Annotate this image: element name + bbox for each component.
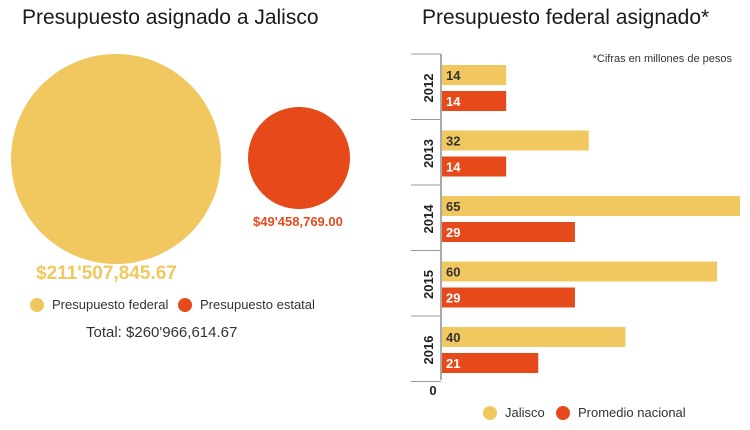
legend-swatch-nacional [556, 405, 570, 420]
bar-jalisco-2015 [442, 261, 718, 282]
legend-item-nacional: Promedio nacional [556, 405, 686, 420]
legend-item-federal: Presupuesto federal [30, 297, 168, 312]
legend-label-federal: Presupuesto federal [52, 297, 169, 312]
data-label-nacional-2015: 29 [446, 291, 460, 306]
bar-jalisco-2014 [442, 196, 740, 216]
data-label-nacional-2013: 14 [446, 160, 461, 175]
category-label-2015: 2015 [421, 270, 436, 299]
bar-nacional-2016 [442, 353, 539, 373]
bar-jalisco-2016 [442, 327, 626, 347]
legend-item-estatal: Presupuesto estatal [178, 297, 315, 312]
total-budget-text: Total: $260'966,614.67 [86, 324, 238, 341]
data-label-jalisco-2012: 14 [446, 68, 461, 83]
right-chart-title: Presupuesto federal asignado* [422, 6, 710, 29]
data-label-jalisco-2016: 40 [446, 330, 460, 345]
legend-swatch-estatal [178, 297, 192, 312]
category-label-2012: 2012 [421, 74, 436, 103]
bar-jalisco-2013 [442, 130, 589, 151]
state-budget-circle [248, 107, 350, 209]
state-budget-value: $49'458,769.00 [253, 214, 343, 229]
bar-nacional-2012 [442, 91, 507, 111]
legend-label-nacional: Promedio nacional [578, 405, 686, 420]
data-label-jalisco-2014: 65 [446, 199, 460, 214]
data-label-jalisco-2015: 60 [446, 265, 460, 280]
left-chart-title: Presupuesto asignado a Jalisco [22, 6, 319, 29]
data-label-nacional-2016: 21 [446, 356, 460, 371]
bar-nacional-2014 [442, 222, 575, 242]
legend-label-estatal: Presupuesto estatal [200, 297, 315, 312]
legend-label-jalisco: Jalisco [505, 405, 545, 420]
federal-budget-circle [11, 54, 221, 264]
data-label-jalisco-2013: 32 [446, 134, 460, 149]
chart-note: *Cifras en millones de pesos [592, 53, 732, 65]
category-label-2016: 2016 [421, 336, 436, 365]
data-label-nacional-2014: 29 [446, 225, 460, 240]
category-label-2013: 2013 [421, 139, 436, 168]
bar-jalisco-2012 [442, 65, 507, 85]
tick-label-zero: 0 [429, 383, 436, 398]
data-label-nacional-2012: 14 [446, 94, 461, 109]
legend-item-jalisco: Jalisco [483, 405, 545, 420]
bar-nacional-2015 [442, 287, 575, 308]
legend-swatch-federal [30, 297, 44, 312]
legend-swatch-jalisco [483, 405, 497, 420]
bar-nacional-2013 [442, 156, 507, 177]
category-label-2014: 2014 [421, 204, 436, 234]
federal-budget-value: $211'507,845.67 [36, 263, 177, 284]
